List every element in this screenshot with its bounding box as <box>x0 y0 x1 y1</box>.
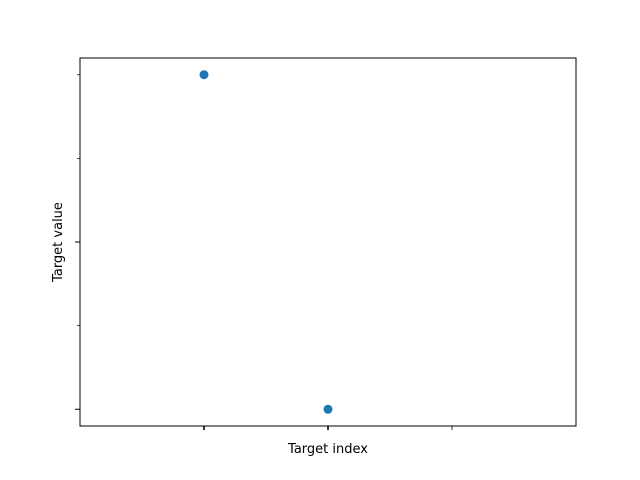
y-axis-label: Target value <box>51 202 66 283</box>
plot-area <box>75 57 577 430</box>
y-axis-ticks <box>75 74 80 410</box>
scatter-point-1 <box>323 404 333 414</box>
x-axis-label: Target index <box>287 442 368 457</box>
data-points <box>199 70 333 414</box>
scatter-point-0 <box>199 70 209 80</box>
x-axis-ticks <box>203 426 453 430</box>
